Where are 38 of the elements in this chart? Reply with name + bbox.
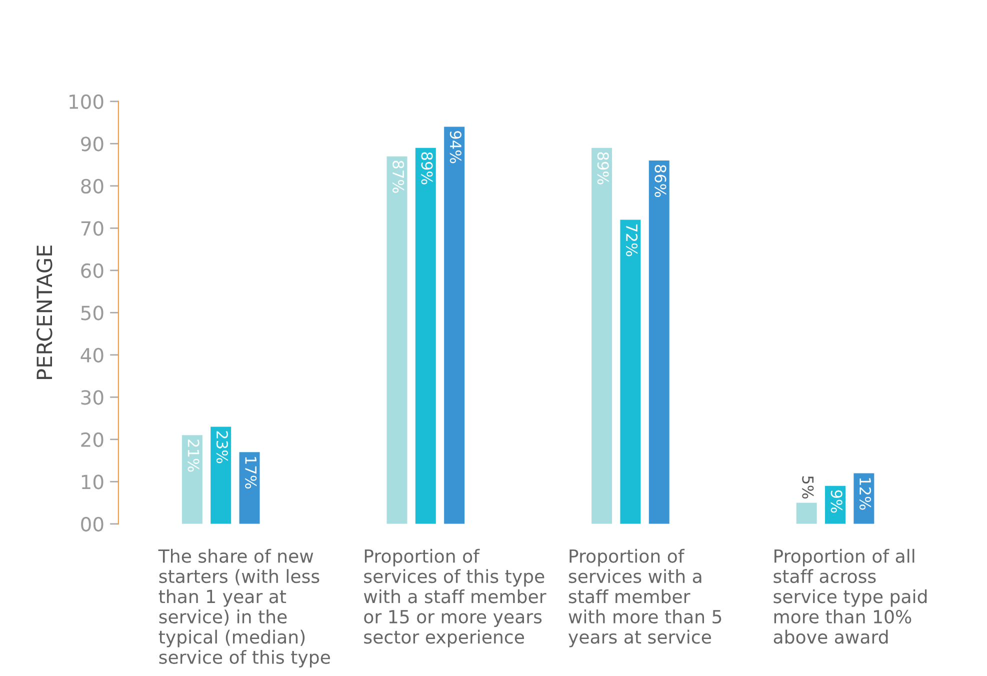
y-tick-label: 10	[82, 474, 104, 490]
data-label: 5%	[802, 476, 814, 499]
data-label: 87%	[392, 160, 404, 193]
y-tick-label: 60	[81, 263, 104, 278]
x-tick-label: The share of new starters (with less than 1 year at service) in the typical (median) service of this type	[158, 548, 330, 668]
y-tick-label: 70	[81, 221, 104, 236]
data-label: 21%	[188, 440, 200, 472]
bar	[648, 160, 670, 524]
data-label: 89%	[597, 152, 609, 184]
y-tick-label: 80	[81, 178, 104, 194]
y-tick-label: 30	[81, 390, 104, 405]
bar	[210, 426, 232, 524]
bar	[239, 452, 260, 524]
data-label: 94%	[450, 131, 462, 164]
y-tick-label: 100	[70, 94, 104, 110]
data-label: 86%	[654, 164, 666, 198]
data-label: 89%	[421, 152, 433, 184]
data-label: 9%	[830, 490, 842, 513]
data-label: 72%	[626, 224, 638, 256]
y-tick-label: 90	[81, 136, 104, 152]
bar	[182, 435, 202, 524]
y-tick-label: 40	[80, 348, 104, 363]
bar	[386, 156, 408, 524]
bar	[444, 126, 465, 524]
data-label: 17%	[245, 457, 257, 489]
y-tick-label: 00	[81, 516, 104, 532]
y-tick-label: 50	[81, 306, 104, 320]
x-tick-label: Proportion of services with a staff member with more than 5 years at service	[568, 548, 722, 648]
x-tick-label: Proportion of all staff across service type paid more than 10% above award	[774, 548, 927, 644]
x-tick-label: Proportion of services of this type with a staff member or 15 or more years sector experience	[364, 548, 546, 648]
y-axis-title: PERCENTAGE	[36, 246, 52, 379]
data-label: 12%	[859, 478, 872, 510]
bar	[796, 502, 817, 524]
bar	[592, 148, 612, 524]
bar	[620, 220, 641, 524]
y-tick-label: 20	[81, 432, 104, 448]
data-label: 23%	[216, 431, 228, 464]
bar	[415, 148, 436, 524]
